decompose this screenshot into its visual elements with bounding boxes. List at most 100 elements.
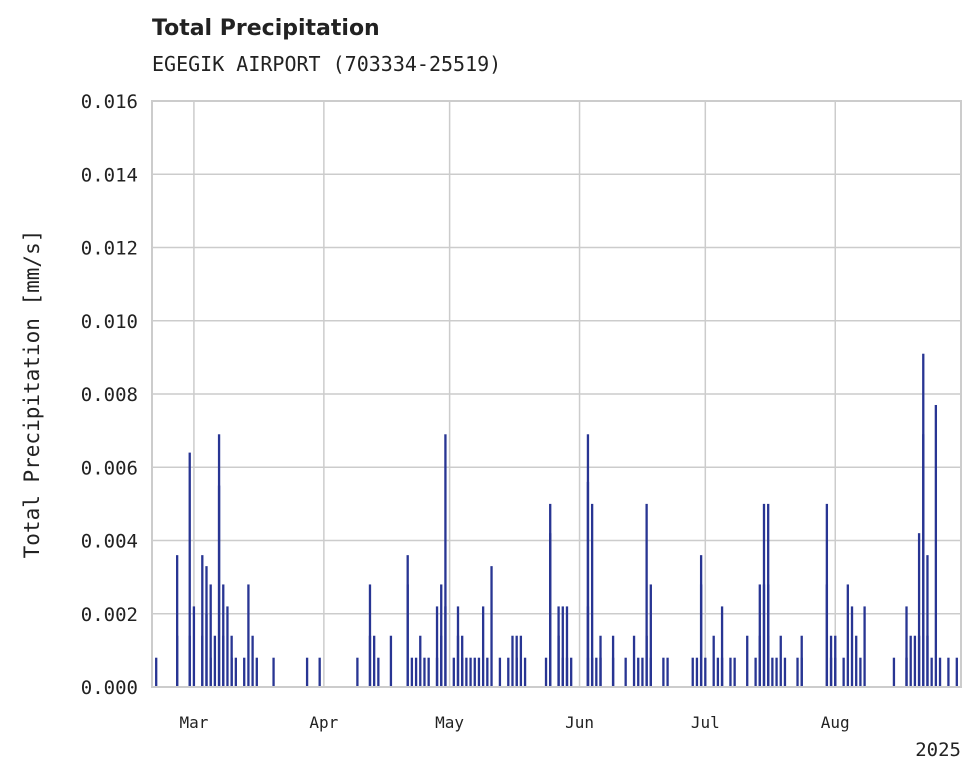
precipitation-bar: [435, 606, 439, 687]
precipitation-bar: [519, 635, 523, 687]
precipitation-bar: [414, 657, 418, 687]
precipitation-bar: [423, 657, 426, 687]
x-axis-year-label: 2025: [915, 739, 961, 761]
x-tick-label: Aug: [821, 713, 850, 732]
precipitation-bar: [481, 606, 485, 687]
precipitation-bar: [368, 635, 372, 687]
chart-title: Total Precipitation: [152, 16, 380, 41]
precipitation-bar: [477, 657, 481, 687]
precipitation-bar: [834, 635, 837, 687]
precipitation-bar: [645, 503, 648, 688]
precipitation-bar: [746, 635, 749, 687]
precipitation-bar: [452, 657, 455, 687]
precipitation-bar: [565, 606, 569, 687]
precipitation-bar: [829, 657, 833, 687]
precipitation-bar: [595, 657, 598, 687]
precipitation-bar: [377, 657, 380, 687]
precipitation-bar: [176, 555, 179, 687]
x-tick-label: Jun: [565, 713, 594, 732]
precipitation-bar: [444, 606, 447, 687]
precipitation-bar: [318, 657, 321, 687]
precipitation-bar: [771, 657, 774, 687]
precipitation-bar: [934, 404, 938, 687]
precipitation-bar: [729, 657, 732, 687]
precipitation-bar: [699, 584, 703, 687]
y-tick-label: 0.006: [81, 457, 138, 479]
precipitation-bar: [917, 533, 921, 687]
precipitation-bar: [213, 635, 217, 687]
precipitation-bar: [649, 584, 652, 687]
precipitation-bar: [473, 657, 476, 687]
precipitation-bar: [192, 606, 196, 687]
precipitation-bar: [368, 584, 372, 687]
precipitation-bar: [234, 657, 237, 687]
precipitation-bar: [465, 657, 468, 687]
y-axis-label: Total Precipitation [mm/s]: [20, 230, 44, 559]
precipitation-bar: [754, 657, 757, 687]
precipitation-bar: [930, 657, 933, 687]
precipitation-bar: [176, 635, 179, 687]
precipitation-bar: [456, 635, 460, 687]
precipitation-bar: [544, 657, 548, 687]
precipitation-bar: [662, 657, 665, 687]
precipitation-bar: [222, 584, 225, 687]
precipitation-bar: [926, 555, 929, 687]
precipitation-bars: [155, 353, 958, 688]
precipitation-bar: [486, 657, 489, 687]
precipitation-bar: [720, 657, 724, 687]
precipitation-bar: [611, 657, 615, 687]
precipitation-bar: [800, 657, 803, 687]
chart-subtitle: EGEGIK AIRPORT (703334-25519): [152, 52, 502, 76]
precipitation-bar: [695, 657, 699, 687]
precipitation-bar: [373, 635, 376, 687]
precipitation-bar: [947, 657, 950, 687]
precipitation-bar: [427, 657, 430, 687]
precipitation-bar: [498, 657, 502, 687]
precipitation-bar: [649, 657, 652, 687]
precipitation-bar: [716, 657, 720, 687]
precipitation-bar: [892, 657, 896, 687]
precipitation-bar: [767, 584, 770, 687]
precipitation-bar: [209, 584, 212, 687]
precipitation-bar: [230, 657, 233, 687]
precipitation-bar: [490, 566, 493, 687]
y-tick-label: 0.004: [81, 531, 138, 553]
precipitation-bar: [796, 657, 799, 687]
precipitation-bar: [435, 657, 439, 687]
precipitation-bar: [251, 635, 254, 687]
precipitation-bar: [444, 434, 447, 687]
precipitation-bar: [461, 635, 464, 687]
precipitation-bar: [356, 657, 359, 687]
precipitation-bar: [783, 657, 787, 687]
precipitation-bar: [469, 657, 472, 687]
precipitation-bar: [440, 584, 443, 687]
y-tick-label: 0.002: [81, 604, 138, 626]
precipitation-bar: [842, 657, 845, 687]
precipitation-bar: [226, 606, 229, 687]
y-tick-label: 0.016: [81, 91, 138, 113]
precipitation-bar: [905, 657, 908, 687]
precipitation-bar: [205, 613, 208, 687]
precipitation-bar: [758, 584, 761, 687]
precipitation-bar: [515, 657, 518, 687]
precipitation-bar: [859, 657, 862, 687]
precipitation-bar: [599, 657, 602, 687]
precipitation-bar: [590, 657, 594, 687]
precipitation-bar: [272, 657, 275, 687]
precipitation-bar: [389, 635, 393, 687]
x-tick-label: May: [435, 713, 464, 732]
precipitation-bar: [955, 657, 958, 687]
precipitation-bar: [779, 635, 782, 687]
precipitation-bar: [565, 657, 569, 687]
precipitation-bar: [255, 657, 258, 687]
precipitation-bar: [624, 657, 627, 687]
precipitation-bar: [507, 657, 510, 687]
precipitation-bar: [637, 657, 640, 687]
precipitation-bar: [549, 533, 552, 687]
x-tick-label: Jul: [691, 713, 720, 732]
y-tick-label: 0.012: [81, 238, 138, 260]
precipitation-bar: [846, 584, 849, 687]
precipitation-bar: [155, 657, 158, 687]
precipitation-bar: [511, 635, 514, 687]
